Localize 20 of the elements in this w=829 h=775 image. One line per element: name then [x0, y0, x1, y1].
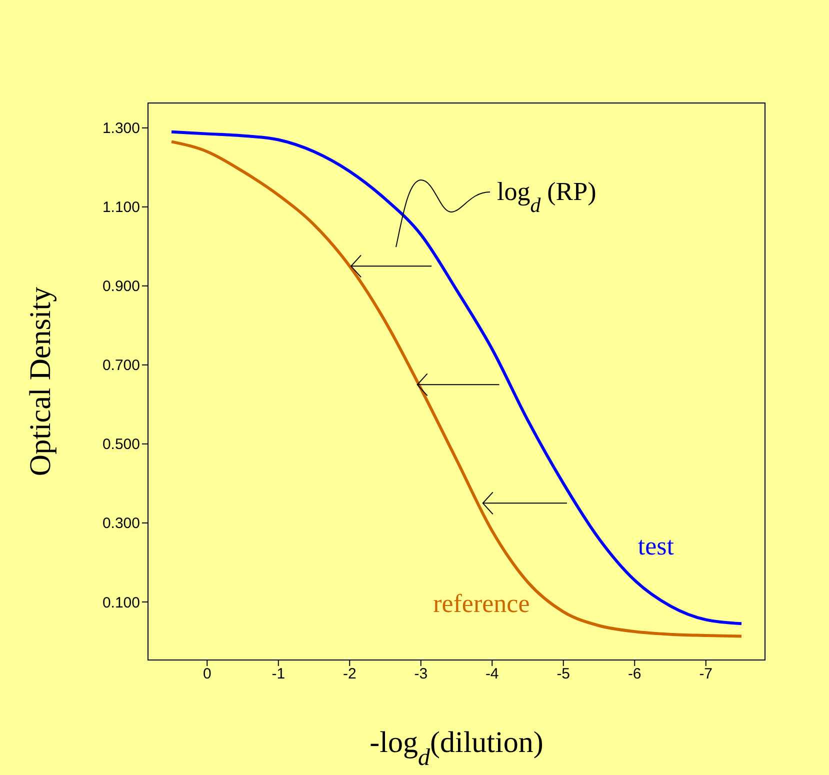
x-tick-label: -3 [414, 666, 428, 683]
y-axis-title: Optical Density [24, 286, 57, 476]
x-tick-label: -5 [556, 666, 570, 683]
annotation: log$_{d}$ (RP) [497, 177, 596, 216]
x-tick-label: -6 [628, 666, 642, 683]
x-tick-label: -1 [272, 666, 286, 683]
series-label: reference [433, 588, 530, 618]
y-tick-label: 0.500 [102, 436, 140, 454]
x-axis-title: -log$_{d}$(dilution) [370, 726, 544, 771]
x-tick-label: -4 [485, 666, 499, 683]
y-tick-label: 1.300 [102, 120, 140, 138]
x-tick-label: -2 [342, 666, 356, 683]
y-tick-label: 0.100 [102, 594, 140, 612]
y-tick-label: 0.900 [102, 278, 140, 296]
y-tick-label: 0.300 [102, 515, 140, 532]
y-tick-label: 1.100 [102, 199, 140, 216]
x-tick-label: -7 [699, 666, 713, 683]
y-tick-label: 0.700 [102, 357, 140, 374]
series-label: test [638, 532, 675, 561]
x-tick-label: 0 [202, 666, 212, 683]
